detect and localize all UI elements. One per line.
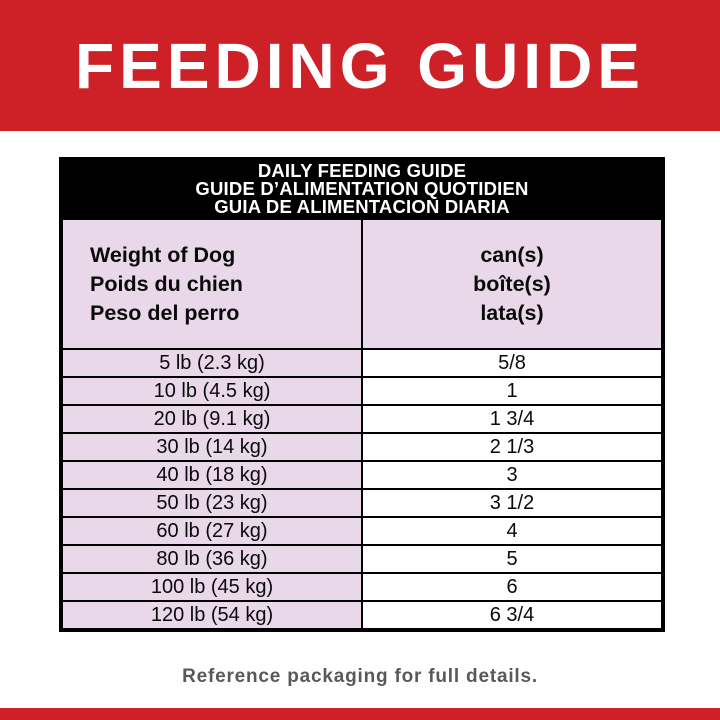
- cans-header-en: can(s): [480, 242, 544, 267]
- table-row: 50 lb (23 kg) 3 1/2: [60, 488, 664, 518]
- weight-column-header: Weight of Dog Poids du chien Peso del pe…: [60, 218, 363, 350]
- table-title-line-en: DAILY FEEDING GUIDE: [257, 160, 467, 181]
- weight-header-es: Peso del perro: [90, 300, 240, 325]
- cans-cell: 4: [361, 516, 664, 546]
- feeding-guide-banner: FEEDING GUIDE: [0, 0, 720, 131]
- weight-cell: 20 lb (9.1 kg): [60, 404, 363, 434]
- cans-cell: 5: [361, 544, 664, 574]
- cans-column-header: can(s) boîte(s) lata(s): [361, 218, 664, 350]
- cans-header-fr: boîte(s): [473, 271, 551, 296]
- feeding-rows: 5 lb (2.3 kg) 5/8 10 lb (4.5 kg) 1 20 lb…: [60, 348, 664, 631]
- cans-header-es: lata(s): [480, 300, 544, 325]
- table-row: 20 lb (9.1 kg) 1 3/4: [60, 404, 664, 434]
- weight-cell: 50 lb (23 kg): [60, 488, 363, 518]
- table-row: 80 lb (36 kg) 5: [60, 544, 664, 574]
- table-row: 30 lb (14 kg) 2 1/3: [60, 432, 664, 462]
- table-row: 5 lb (2.3 kg) 5/8: [60, 348, 664, 378]
- bottom-red-bar: [0, 708, 720, 720]
- weight-header-fr: Poids du chien: [90, 271, 243, 296]
- weight-header-en: Weight of Dog: [90, 242, 236, 267]
- weight-cell: 40 lb (18 kg): [60, 460, 363, 490]
- table-title-line-fr: GUIDE D’ALIMENTATION QUOTIDIEN: [195, 178, 529, 199]
- weight-cell: 60 lb (27 kg): [60, 516, 363, 546]
- weight-cell: 120 lb (54 kg): [60, 600, 363, 631]
- weight-cell: 5 lb (2.3 kg): [60, 348, 363, 378]
- cans-cell: 3 1/2: [361, 488, 664, 518]
- cans-cell: 2 1/3: [361, 432, 664, 462]
- cans-cell: 3: [361, 460, 664, 490]
- footer-note: Reference packaging for full details.: [182, 666, 538, 687]
- table-title-line-es: GUIA DE ALIMENTACION DIARIA: [214, 196, 510, 217]
- table-row: 10 lb (4.5 kg) 1: [60, 376, 664, 406]
- cans-cell: 6 3/4: [361, 600, 664, 631]
- weight-cell: 30 lb (14 kg): [60, 432, 363, 462]
- column-header-row: Weight of Dog Poids du chien Peso del pe…: [60, 218, 664, 350]
- cans-cell: 5/8: [361, 348, 664, 378]
- table-row: 120 lb (54 kg) 6 3/4: [60, 600, 664, 631]
- weight-cell: 80 lb (36 kg): [60, 544, 363, 574]
- banner-title: FEEDING GUIDE: [75, 29, 645, 102]
- cans-cell: 1 3/4: [361, 404, 664, 434]
- table-row: 40 lb (18 kg) 3: [60, 460, 664, 490]
- cans-cell: 1: [361, 376, 664, 406]
- weight-cell: 10 lb (4.5 kg): [60, 376, 363, 406]
- daily-feeding-guide-table: DAILY FEEDING GUIDE GUIDE D’ALIMENTATION…: [59, 157, 665, 632]
- table-title-row: DAILY FEEDING GUIDE GUIDE D’ALIMENTATION…: [60, 158, 664, 220]
- table-row: 60 lb (27 kg) 4: [60, 516, 664, 546]
- cans-cell: 6: [361, 572, 664, 602]
- weight-cell: 100 lb (45 kg): [60, 572, 363, 602]
- table-title-band: DAILY FEEDING GUIDE GUIDE D’ALIMENTATION…: [60, 158, 664, 220]
- table-row: 100 lb (45 kg) 6: [60, 572, 664, 602]
